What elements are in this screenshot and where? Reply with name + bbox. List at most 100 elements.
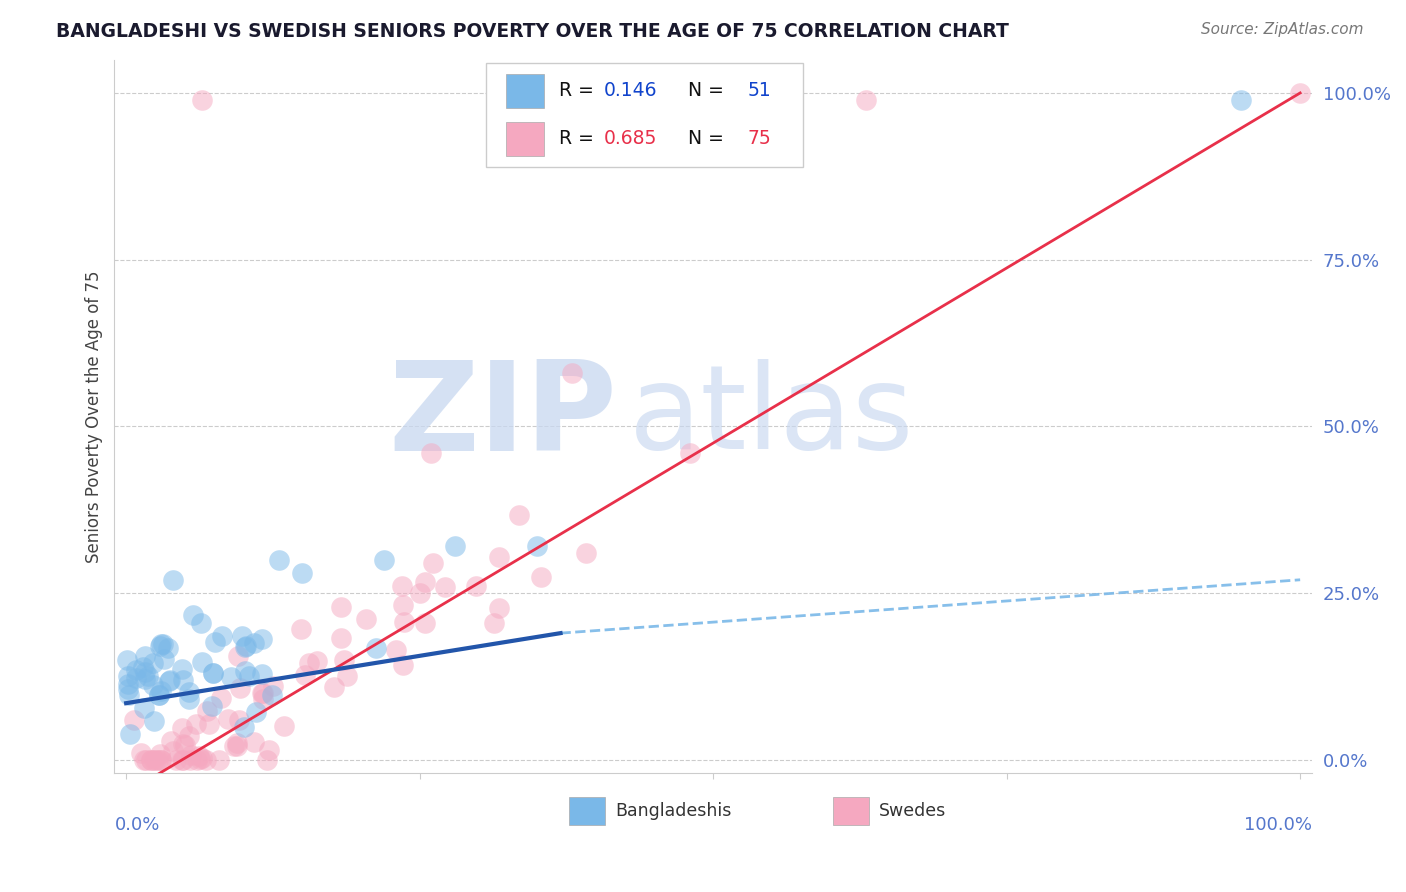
Point	[188, 749, 211, 764]
Point	[197, 717, 219, 731]
FancyBboxPatch shape	[485, 63, 803, 167]
Point	[153, 651, 176, 665]
Point	[195, 705, 218, 719]
Point	[149, 747, 172, 761]
Point	[149, 637, 172, 651]
Point	[177, 730, 200, 744]
Point	[232, 719, 254, 733]
Point	[188, 751, 211, 765]
Text: R =: R =	[558, 81, 599, 100]
Text: atlas: atlas	[630, 359, 915, 474]
Point	[209, 691, 232, 706]
Point	[136, 669, 159, 683]
Point	[488, 601, 510, 615]
Point	[354, 611, 377, 625]
Point	[409, 586, 432, 600]
Point	[125, 671, 148, 685]
Text: 100.0%: 100.0%	[1244, 816, 1312, 834]
Point	[201, 699, 224, 714]
Point	[146, 753, 169, 767]
Text: R =: R =	[558, 129, 599, 148]
Point	[291, 566, 314, 581]
Text: ZIP: ZIP	[388, 356, 617, 477]
Point	[561, 366, 583, 380]
Point	[250, 686, 273, 700]
Point	[252, 686, 274, 700]
Point	[148, 688, 170, 702]
Point	[204, 635, 226, 649]
Text: 75: 75	[748, 129, 772, 148]
Point	[226, 649, 249, 664]
Bar	[506, 122, 544, 156]
Point	[243, 636, 266, 650]
Point	[134, 665, 156, 680]
Point	[262, 679, 284, 693]
Point	[256, 753, 278, 767]
Text: 51: 51	[748, 81, 772, 100]
Point	[142, 678, 165, 692]
Text: Source: ZipAtlas.com: Source: ZipAtlas.com	[1201, 22, 1364, 37]
Point	[201, 666, 224, 681]
Point	[336, 668, 359, 682]
Point	[174, 738, 197, 752]
Bar	[832, 797, 869, 824]
Point	[298, 656, 321, 670]
Point	[225, 739, 247, 754]
Point	[305, 654, 328, 668]
Point	[191, 751, 214, 765]
Point	[149, 639, 172, 653]
Point	[165, 753, 187, 767]
Point	[208, 753, 231, 767]
Point	[226, 736, 249, 750]
Point	[160, 733, 183, 747]
Point	[172, 721, 194, 735]
Point	[124, 664, 146, 678]
Text: Swedes: Swedes	[879, 802, 946, 820]
Point	[117, 668, 139, 682]
Point	[148, 688, 170, 702]
Point	[679, 446, 702, 460]
Point	[294, 667, 316, 681]
Point	[145, 753, 167, 767]
Text: 0.146: 0.146	[605, 81, 658, 100]
Point	[482, 615, 505, 630]
Point	[1289, 86, 1312, 100]
Point	[323, 680, 346, 694]
Point	[290, 622, 312, 636]
Point	[157, 673, 180, 688]
Text: N =: N =	[676, 81, 730, 100]
Point	[855, 93, 877, 107]
Point	[433, 580, 456, 594]
Point	[190, 615, 212, 630]
Text: BANGLADESHI VS SWEDISH SENIORS POVERTY OVER THE AGE OF 75 CORRELATION CHART: BANGLADESHI VS SWEDISH SENIORS POVERTY O…	[56, 22, 1010, 41]
Point	[149, 683, 172, 698]
Point	[180, 747, 202, 762]
Point	[143, 714, 166, 728]
Point	[252, 692, 274, 706]
Point	[129, 747, 152, 761]
Point	[179, 753, 201, 767]
Point	[172, 673, 194, 687]
Point	[465, 579, 488, 593]
Point	[391, 598, 413, 612]
Point	[530, 570, 553, 584]
Point	[177, 691, 200, 706]
Point	[157, 640, 180, 655]
Point	[415, 575, 437, 590]
Point	[330, 599, 353, 614]
Point	[259, 743, 281, 757]
Point	[333, 652, 356, 666]
Point	[124, 713, 146, 727]
Point	[373, 553, 395, 567]
Point	[118, 688, 141, 702]
Point	[143, 753, 166, 767]
Point	[118, 727, 141, 741]
Point	[170, 753, 193, 767]
Bar	[506, 74, 544, 108]
Point	[162, 744, 184, 758]
Point	[191, 93, 214, 107]
Point	[252, 667, 274, 681]
Point	[183, 608, 205, 623]
Point	[172, 662, 194, 676]
Point	[117, 682, 139, 697]
